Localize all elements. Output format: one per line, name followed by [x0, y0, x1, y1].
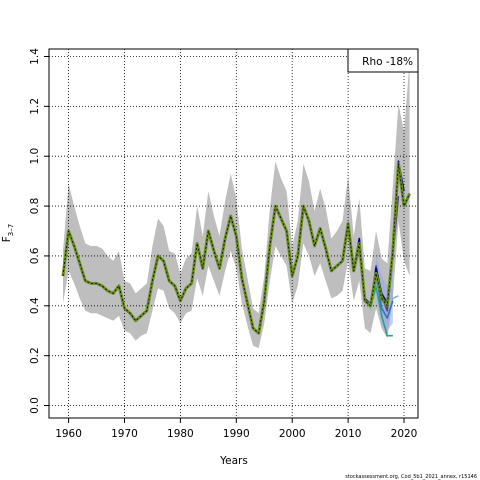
y-tick-label-0.8: 0.8: [29, 198, 41, 215]
x-tick-label-2010: 2010: [335, 428, 362, 440]
confidence-band-layer: [62, 61, 410, 349]
y-tick-label-0.4: 0.4: [29, 297, 41, 314]
y-tick-label-0.6: 0.6: [29, 247, 41, 264]
plot-frame: [48, 48, 419, 419]
y-tick-label-1.2: 1.2: [29, 98, 41, 115]
confidence-band: [62, 61, 410, 349]
x-tick-label-1970: 1970: [111, 428, 138, 440]
series-layer: [61, 160, 411, 337]
y-axis-title: F3–7: [1, 224, 15, 242]
base-line-dashed: [62, 163, 410, 334]
y-tick-label-0.2: 0.2: [29, 347, 41, 364]
rho-annotation-box: [347, 48, 419, 73]
x-tick-label-1960: 1960: [55, 428, 82, 440]
x-tick-label-1980: 1980: [167, 428, 194, 440]
x-tick-label-2020: 2020: [391, 428, 418, 440]
rho-annotation-text: Rho -18%: [362, 56, 413, 68]
footer-source: stockassessment.org, Cod_5b1_2021_annex,…: [345, 474, 477, 480]
y-axis-title-main: F: [1, 236, 13, 242]
x-tick-label-1990: 1990: [223, 428, 250, 440]
rho-annotation: Rho -18%: [347, 48, 419, 73]
y-tick-label-0.0: 0.0: [29, 397, 41, 414]
x-axis: 1960 1970 1980 1990 2000 2010 2020: [55, 418, 417, 440]
y-axis-title-subscript: 3–7: [7, 224, 15, 236]
x-axis-title: Years: [219, 455, 248, 467]
y-tick-label-1.0: 1.0: [29, 148, 41, 165]
x-tick-label-2000: 2000: [279, 428, 306, 440]
y-tick-label-1.4: 1.4: [29, 48, 41, 65]
y-axis: 0.0 0.2 0.4 0.6 0.8 1.0 1.2 1.4: [29, 48, 49, 414]
